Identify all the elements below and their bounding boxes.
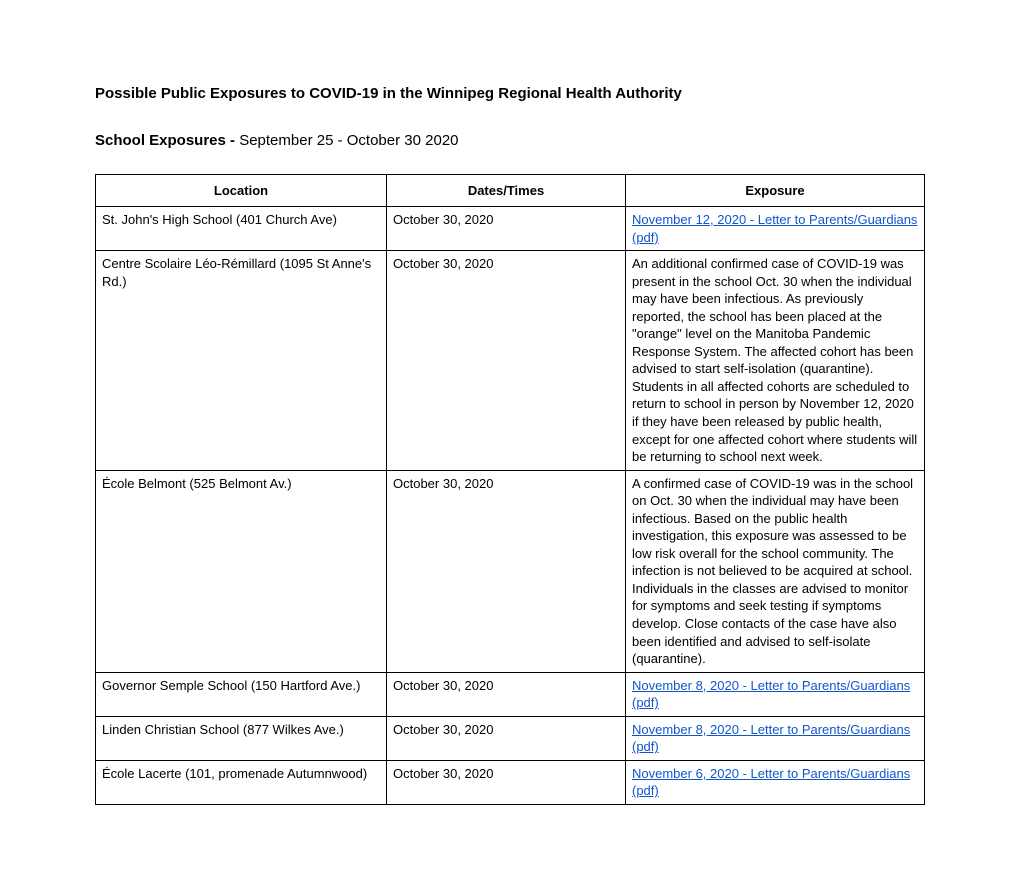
cell-dates: October 30, 2020 (387, 716, 626, 760)
table-header-location: Location (96, 175, 387, 207)
exposures-table: Location Dates/Times Exposure St. John's… (95, 174, 925, 805)
cell-location: Centre Scolaire Léo-Rémillard (1095 St A… (96, 251, 387, 471)
exposure-letter-link[interactable]: November 8, 2020 - Letter to Parents/Gua… (632, 678, 910, 711)
table-row: École Belmont (525 Belmont Av.)October 3… (96, 470, 925, 672)
page-title: Possible Public Exposures to COVID-19 in… (95, 85, 925, 102)
cell-dates: October 30, 2020 (387, 251, 626, 471)
table-row: St. John's High School (401 Church Ave)O… (96, 207, 925, 251)
table-row: Linden Christian School (877 Wilkes Ave.… (96, 716, 925, 760)
cell-exposure: A confirmed case of COVID-19 was in the … (626, 470, 925, 672)
cell-dates: October 30, 2020 (387, 470, 626, 672)
exposure-letter-link[interactable]: November 8, 2020 - Letter to Parents/Gua… (632, 722, 910, 755)
cell-dates: October 30, 2020 (387, 760, 626, 804)
cell-location: St. John's High School (401 Church Ave) (96, 207, 387, 251)
cell-location: École Belmont (525 Belmont Av.) (96, 470, 387, 672)
table-header-exposure: Exposure (626, 175, 925, 207)
section-header: School Exposures - September 25 - Octobe… (95, 132, 925, 149)
cell-exposure: November 6, 2020 - Letter to Parents/Gua… (626, 760, 925, 804)
cell-location: Governor Semple School (150 Hartford Ave… (96, 672, 387, 716)
table-header-dates: Dates/Times (387, 175, 626, 207)
table-row: École Lacerte (101, promenade Autumnwood… (96, 760, 925, 804)
exposure-letter-link[interactable]: November 12, 2020 - Letter to Parents/Gu… (632, 212, 917, 245)
cell-location: École Lacerte (101, promenade Autumnwood… (96, 760, 387, 804)
table-header-row: Location Dates/Times Exposure (96, 175, 925, 207)
cell-exposure: November 8, 2020 - Letter to Parents/Gua… (626, 672, 925, 716)
cell-exposure: November 8, 2020 - Letter to Parents/Gua… (626, 716, 925, 760)
table-row: Governor Semple School (150 Hartford Ave… (96, 672, 925, 716)
table-row: Centre Scolaire Léo-Rémillard (1095 St A… (96, 251, 925, 471)
cell-location: Linden Christian School (877 Wilkes Ave.… (96, 716, 387, 760)
cell-dates: October 30, 2020 (387, 207, 626, 251)
exposure-letter-link[interactable]: November 6, 2020 - Letter to Parents/Gua… (632, 766, 910, 799)
cell-exposure: November 12, 2020 - Letter to Parents/Gu… (626, 207, 925, 251)
cell-dates: October 30, 2020 (387, 672, 626, 716)
cell-exposure: An additional confirmed case of COVID-19… (626, 251, 925, 471)
section-header-daterange: September 25 - October 30 2020 (239, 132, 458, 149)
section-header-label: School Exposures - (95, 132, 239, 149)
